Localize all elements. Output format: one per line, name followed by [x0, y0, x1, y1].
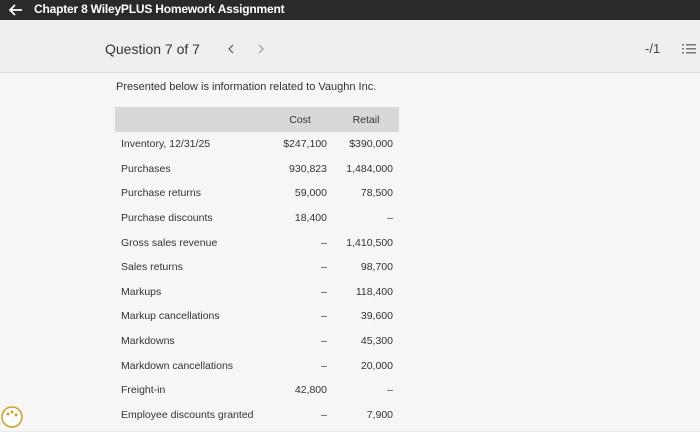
cell-value: 18,400: [294, 212, 327, 225]
cell-value: –: [321, 310, 327, 323]
table-row: Markdowns – 45,300: [115, 329, 399, 354]
cell-value: 98,700: [360, 261, 393, 274]
cell-value: –: [321, 335, 327, 348]
table-row: Purchases 930,823 1,484,000: [115, 157, 399, 182]
score: -/1: [645, 41, 661, 56]
table-body: Inventory, 12/31/25 $247,100 $390,000 Purch…: [115, 132, 399, 427]
cell-value: 45,300: [360, 335, 393, 348]
cell-value: –: [387, 212, 393, 225]
table-row: Markup cancellations – 39,600: [115, 304, 399, 329]
content: Presented below is information related t…: [0, 73, 700, 431]
next-button[interactable]: [256, 42, 266, 56]
table-row: Sales returns – 98,700: [115, 255, 399, 280]
row-label: Markdowns: [121, 335, 175, 348]
cell-value: $390,000: [349, 138, 393, 151]
row-label: Purchase returns: [121, 187, 201, 200]
cell-value: 20,000: [360, 359, 393, 372]
cell-value: 930,823: [289, 162, 327, 175]
table-row: Markdown cancellations – 20,000: [115, 353, 399, 378]
table-row: Purchase returns 59,000 78,500: [115, 181, 399, 206]
cell-value: –: [321, 285, 327, 298]
cell-value: 42,800: [294, 384, 327, 397]
list-icon[interactable]: [682, 43, 696, 55]
cell-value: –: [321, 261, 327, 274]
cell-value: –: [321, 359, 327, 372]
cell-value: –: [387, 384, 393, 397]
accessibility-icon[interactable]: [0, 404, 28, 432]
column-header: Cost: [267, 107, 333, 132]
row-label: Gross sales revenue: [121, 236, 218, 249]
table-row: Markups – 118,400: [115, 280, 399, 305]
row-label: Markups: [121, 285, 162, 298]
intro-text: Presented below is information related t…: [116, 81, 377, 93]
prev-button[interactable]: [226, 42, 236, 56]
top-bar: Chapter 8 WileyPLUS Homework Assignment: [0, 0, 700, 20]
back-arrow[interactable]: [8, 3, 24, 17]
row-label: Inventory, 12/31/25: [121, 138, 211, 151]
assignment-title: Chapter 8 WileyPLUS Homework Assignment: [34, 2, 285, 16]
data-table: Cost Retail Inventory, 12/31/25 $247,100 $3…: [115, 107, 399, 427]
table-row: Purchase discounts 18,400 –: [115, 206, 399, 231]
table-row: Inventory, 12/31/25 $247,100 $390,000: [115, 132, 399, 157]
cell-value: 39,600: [360, 310, 393, 323]
cell-value: 1,484,000: [346, 162, 393, 175]
table-row: Gross sales revenue – 1,410,500: [115, 230, 399, 255]
cell-value: $247,100: [283, 138, 327, 151]
table-row: Employee discounts granted – 7,900: [115, 403, 399, 428]
row-label: Sales returns: [121, 261, 183, 274]
row-label: Freight-in: [121, 384, 166, 397]
column-header: [115, 107, 267, 132]
row-label: Markup cancellations: [121, 310, 220, 323]
cell-value: 1,410,500: [346, 236, 393, 249]
cell-value: –: [321, 236, 327, 249]
question-header: Question 7 of 7 -/1: [0, 20, 700, 73]
cell-value: 59,000: [294, 187, 327, 200]
row-label: Purchases: [121, 162, 171, 175]
cell-value: 118,400: [355, 285, 393, 298]
row-label: Markdown cancellations: [121, 359, 234, 372]
cell-value: 78,500: [360, 187, 393, 200]
header-row: Cost Retail: [115, 107, 399, 132]
column-header: Retail: [333, 107, 399, 132]
row-label: Purchase discounts: [121, 212, 213, 225]
table-row: Freight-in 42,800 –: [115, 378, 399, 403]
question-label: Question 7 of 7: [105, 41, 200, 57]
cell-value: 7,900: [366, 408, 393, 421]
cell-value: –: [321, 408, 327, 421]
row-label: Employee discounts granted: [121, 408, 254, 421]
